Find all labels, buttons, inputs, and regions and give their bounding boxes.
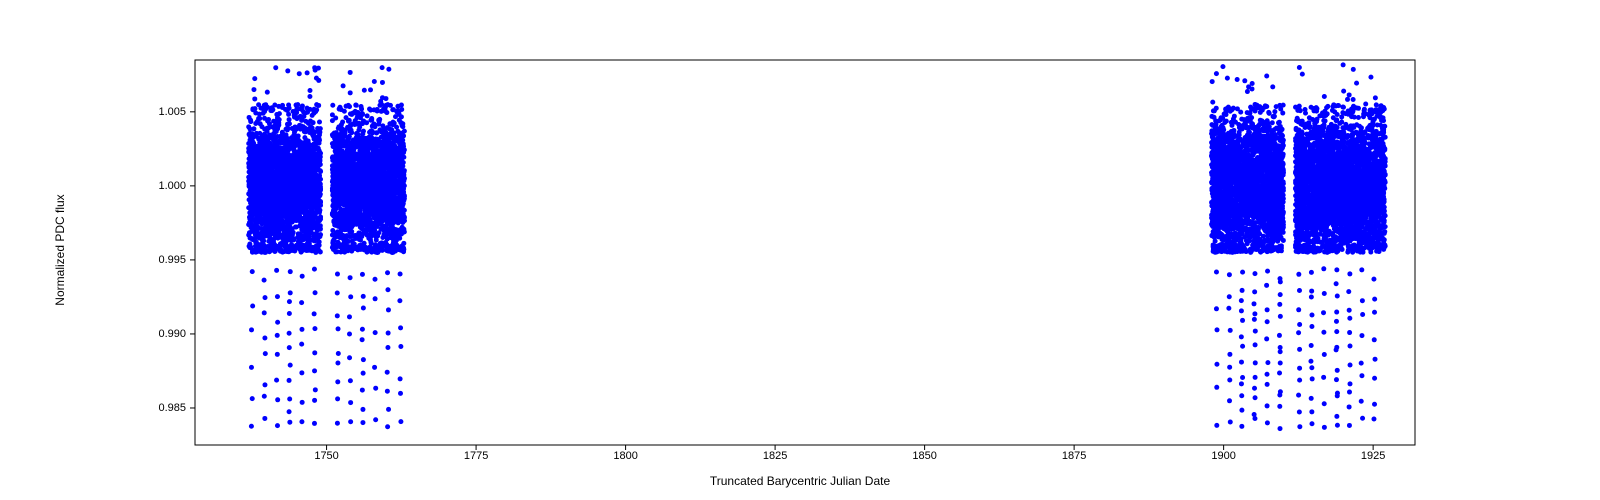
x-tick-label: 1925 xyxy=(1361,450,1385,462)
y-tick-label: 1.005 xyxy=(158,106,186,118)
y-axis-label: Normalized PDC flux xyxy=(53,194,67,305)
x-tick-label: 1825 xyxy=(763,450,787,462)
lightcurve-scatter-chart: Normalized PDC flux Truncated Barycentri… xyxy=(0,0,1600,500)
x-tick-label: 1900 xyxy=(1211,450,1235,462)
x-axis-label: Truncated Barycentric Julian Date xyxy=(710,474,890,488)
x-tick-label: 1750 xyxy=(314,450,338,462)
y-tick-label: 0.990 xyxy=(158,328,186,340)
x-tick-label: 1850 xyxy=(912,450,936,462)
y-tick-label: 1.000 xyxy=(158,180,186,192)
x-tick-label: 1875 xyxy=(1062,450,1086,462)
y-tick-label: 0.995 xyxy=(158,254,186,266)
chart-svg xyxy=(0,0,1600,500)
x-tick-label: 1775 xyxy=(464,450,488,462)
y-tick-label: 0.985 xyxy=(158,402,186,414)
x-tick-label: 1800 xyxy=(613,450,637,462)
